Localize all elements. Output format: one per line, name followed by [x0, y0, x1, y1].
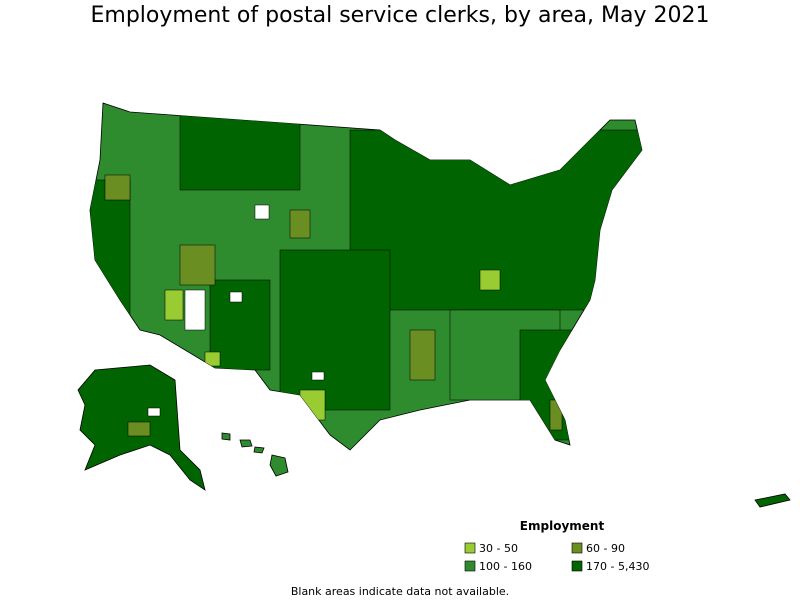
- legend: 30 - 50 60 - 90 100 - 160 170 - 5,430: [464, 542, 649, 573]
- legend-label: 30 - 50: [479, 542, 518, 555]
- footnote: Blank areas indicate data not available.: [291, 585, 509, 598]
- map-title: Employment of postal service clerks, by …: [91, 3, 710, 28]
- legend-label: 60 - 90: [586, 542, 625, 555]
- legend-swatch: [464, 542, 476, 554]
- legend-label: 170 - 5,430: [586, 560, 649, 573]
- puerto-rico: [754, 493, 791, 508]
- legend-swatch: [571, 560, 583, 572]
- legend-label: 100 - 160: [479, 560, 532, 573]
- legend-title: Employment: [520, 519, 605, 533]
- alaska: [77, 364, 206, 491]
- hawaii: [221, 432, 289, 477]
- legend-swatch: [464, 560, 476, 572]
- contiguous-us: [89, 102, 643, 451]
- legend-swatch: [571, 542, 583, 554]
